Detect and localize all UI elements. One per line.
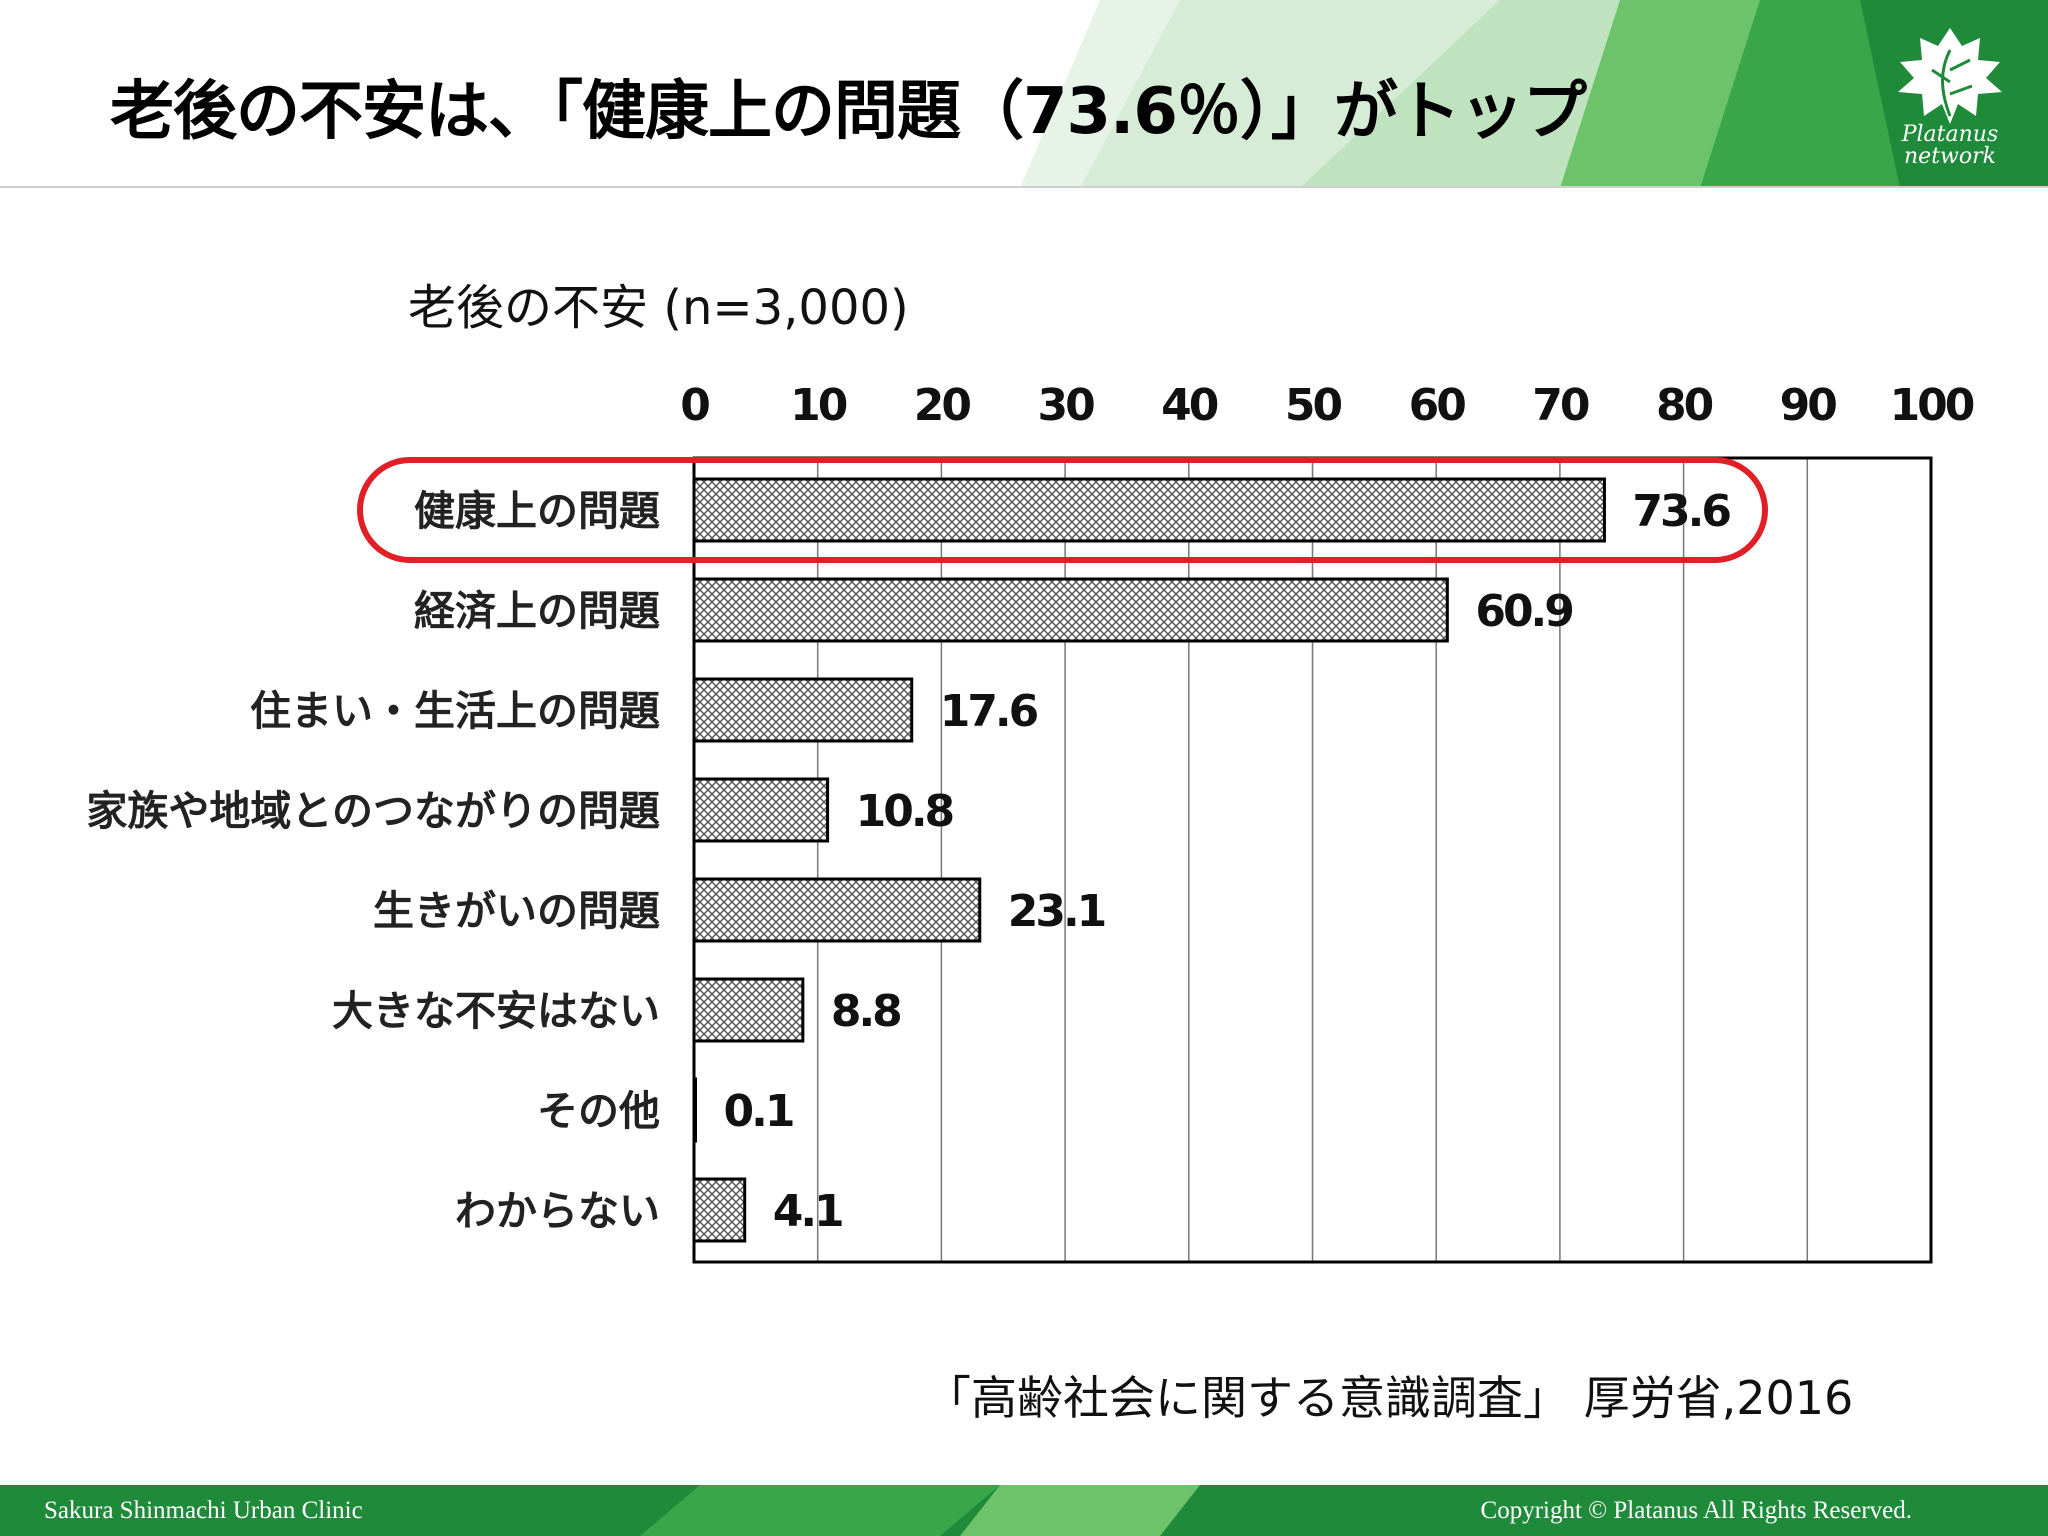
slide-footer: Sakura Shinmachi Urban Clinic Copyright …	[0, 1485, 2048, 1536]
x-tick-label: 50	[1285, 380, 1342, 431]
platanus-logo: Platanus network	[1880, 20, 2020, 170]
header-divider	[0, 186, 2048, 188]
footer-clinic-name: Sakura Shinmachi Urban Clinic	[44, 1497, 363, 1524]
platanus-leaf-icon	[1898, 28, 2002, 124]
x-axis-ticks: 0 10 20 30 40 50 60 70 80 90 100	[680, 380, 1977, 431]
chart-title: 老後の不安 (n=3,000)	[408, 280, 909, 336]
bars	[692, 477, 1606, 1243]
bar-chart: 0 10 20 30 40 50 60 70 80 90 100 健康上の問題経済上の問題住まい・生…	[86, 380, 1977, 1264]
bar	[692, 1177, 747, 1243]
value-label: 60.9	[1475, 586, 1572, 637]
value-label: 17.6	[940, 686, 1038, 737]
bar	[692, 877, 982, 943]
x-tick-label: 70	[1532, 380, 1589, 431]
value-label: 4.1	[773, 1186, 842, 1237]
x-tick-label: 10	[790, 380, 847, 431]
bar	[692, 777, 830, 843]
category-label: 経済上の問題	[414, 587, 660, 635]
value-label: 8.8	[831, 986, 900, 1037]
x-tick-label: 20	[914, 380, 971, 431]
category-labels: 健康上の問題経済上の問題住まい・生活上の問題家族や地域とのつながりの問題生きがい…	[86, 487, 660, 1235]
bar	[692, 977, 805, 1043]
footer-copyright: Copyright © Platanus All Rights Reserved…	[1480, 1497, 1912, 1524]
source-citation: 「高齢社会に関する意識調査」 厚労省,2016	[925, 1371, 1854, 1425]
logo-text-network: network	[1904, 144, 1996, 169]
x-tick-label: 30	[1037, 380, 1094, 431]
category-label: 大きな不安はない	[332, 987, 660, 1035]
value-label: 0.1	[724, 1086, 793, 1137]
bar	[692, 1077, 697, 1143]
footer-background	[0, 1485, 2048, 1536]
category-label: 家族や地域とのつながりの問題	[86, 787, 660, 835]
bar	[692, 577, 1449, 643]
bar	[692, 477, 1606, 543]
header-background	[1020, 0, 2048, 188]
value-label: 10.8	[856, 786, 953, 837]
category-label: 健康上の問題	[414, 487, 660, 535]
category-label: 住まい・生活上の問題	[250, 687, 660, 735]
x-tick-label: 0	[680, 380, 709, 431]
bar	[692, 677, 914, 743]
value-label: 73.6	[1632, 486, 1730, 537]
highlight-outline	[357, 457, 1768, 563]
category-label: 生きがいの問題	[373, 887, 660, 935]
x-tick-label: 100	[1890, 380, 1974, 431]
value-labels: 73.6 60.9 17.6 10.8 23.1 8.8 0.1 4.1	[724, 486, 1734, 1237]
category-label: その他	[537, 1087, 660, 1135]
x-tick-label: 80	[1656, 380, 1713, 431]
x-tick-label: 40	[1161, 380, 1218, 431]
x-tick-label: 60	[1409, 380, 1466, 431]
x-tick-label: 90	[1780, 380, 1837, 431]
category-label: わからない	[455, 1187, 660, 1235]
page-title: 老後の不安は、「健康上の問題（73.6％）」がトップ	[110, 75, 1587, 149]
logo-text-platanus: Platanus	[1901, 122, 1999, 147]
value-label: 23.1	[1008, 886, 1105, 937]
slide-header: 老後の不安は、「健康上の問題（73.6％）」がトップ Platanus netw…	[0, 0, 2048, 188]
